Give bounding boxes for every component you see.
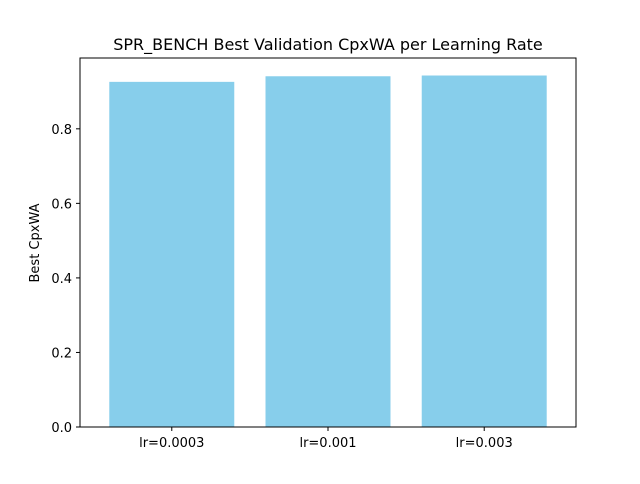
y-tick-label-3: 0.6	[51, 197, 72, 212]
x-tick-label-2: lr=0.003	[456, 436, 513, 451]
y-tick-label-0: 0.0	[51, 421, 72, 436]
y-tick-label-1: 0.2	[51, 346, 72, 361]
y-tick-label-4: 0.8	[51, 123, 72, 138]
bar-1	[265, 76, 391, 427]
x-tick-label-0: lr=0.0003	[139, 436, 204, 451]
ticks-layer: lr=0.0003 lr=0.001 lr=0.003 0.0 0.2 0.4 0.6 0.8	[51, 123, 512, 451]
y-tick-label-2: 0.4	[51, 272, 72, 287]
y-axis-label: Best CpxWA	[28, 203, 43, 282]
bars-layer	[109, 75, 547, 427]
plot-frame	[79, 57, 577, 428]
bar-2	[421, 75, 547, 427]
chart-title: SPR_BENCH Best Validation CpxWA per Lear…	[113, 35, 543, 55]
x-tick-label-1: lr=0.001	[299, 436, 356, 451]
bar-0	[109, 81, 235, 427]
